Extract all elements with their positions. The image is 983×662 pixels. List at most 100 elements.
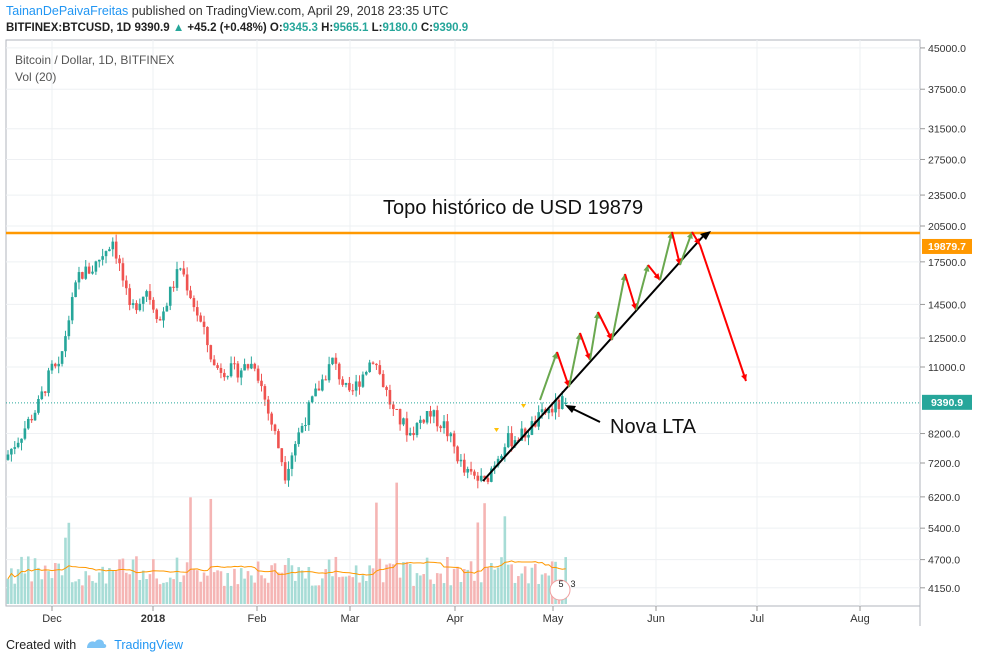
y-tick-label: 45000.0 [928,43,966,55]
candle [131,303,135,306]
volume-bar [20,556,23,604]
volume-bar [26,556,30,604]
volume-bar [496,567,500,604]
candle [300,425,304,433]
open-value: 9345.3 [282,22,318,34]
candle [43,391,47,393]
candle [84,266,88,279]
volume-bar [351,577,355,604]
candle [185,274,189,291]
volume-bar [486,567,490,604]
volume-bar [547,575,551,604]
volume-bar [195,570,199,604]
volume-bar [138,579,142,604]
volume-bar [16,569,20,604]
candle [388,389,392,405]
candle [375,363,378,366]
volume-bar [307,566,311,604]
time-axis: Dec 2018 Feb Mar Apr May Jun Jul Aug [42,606,870,625]
volume-bar [337,577,341,604]
footer: Created with TradingView [6,636,183,653]
projection-arrowhead [686,232,693,239]
projection-up-leg [611,273,626,341]
candle [74,282,77,298]
candle [54,363,57,367]
candle [513,440,517,447]
volume-bar [371,568,375,604]
volume-bar [233,568,236,604]
tradingview-logo-icon[interactable] [84,636,108,653]
candle [287,468,290,481]
volume-bar [513,582,517,604]
x-tick-label: Apr [446,613,463,625]
candle [30,418,33,421]
candle [354,381,358,391]
candles [6,234,567,489]
volume-bar [530,567,534,604]
y-tick-label: 23500.0 [928,190,966,202]
y-tick-label: 31500.0 [928,124,966,136]
low-value: 9180.0 [382,22,418,34]
candle [408,432,412,436]
candle [351,390,355,392]
projection-arrowhead [606,333,612,340]
candle [189,290,192,299]
volume-badge-icon [549,579,571,601]
volume-bar [287,558,290,604]
x-tick-label: Aug [850,613,870,625]
volume-bar [54,563,57,604]
volume-bar [74,581,77,604]
volume-bar [111,570,115,604]
projection-arrowhead [694,238,700,245]
volume-bar [321,578,324,604]
volume-bar [270,565,273,604]
author-link[interactable]: TainanDePaivaFreitas [6,4,129,18]
volume-bar [158,584,162,604]
candle [341,379,344,385]
candle [37,399,40,413]
volume-bar [317,585,321,604]
high-label: H: [321,22,334,34]
y-tick-label: 17500.0 [928,257,966,269]
volume-bar [459,581,463,604]
volume-bar [392,564,395,604]
tradingview-link[interactable]: TradingView [114,637,183,652]
candle [152,299,155,310]
plot-frame [5,39,921,607]
volume-bar [523,566,527,604]
volume-bar [479,582,483,604]
volume-bar [463,569,466,604]
candle [138,303,142,311]
candle [361,374,365,387]
candle [128,288,131,306]
candle [405,418,409,436]
candle [344,382,348,385]
change-value: +45.2 (+0.48%) [187,22,267,34]
volume-bar [165,582,169,604]
volume-bar [473,580,476,604]
projection-up-leg [635,264,649,311]
candle [435,410,439,427]
volume-bar [378,558,382,604]
projection-arrowhead [552,352,558,359]
candle [141,296,145,304]
candle [297,432,300,445]
candle [317,388,321,391]
candle [229,363,233,377]
volume-bar [300,570,304,604]
volume-bar [344,576,348,604]
volume-bar [250,575,253,604]
volume-bar [493,569,497,604]
y-tick-label: 7200.0 [928,458,960,470]
volume-bar [294,580,297,604]
volume-bar [544,573,547,604]
candle [540,409,544,413]
volume-bar [277,572,280,604]
volume-bar [155,578,159,604]
annotation-nova-lta: Nova LTA [610,416,697,438]
volume-bar [172,579,175,604]
candle [47,370,50,393]
volume-bar [395,482,398,604]
volume-bar [141,570,145,604]
